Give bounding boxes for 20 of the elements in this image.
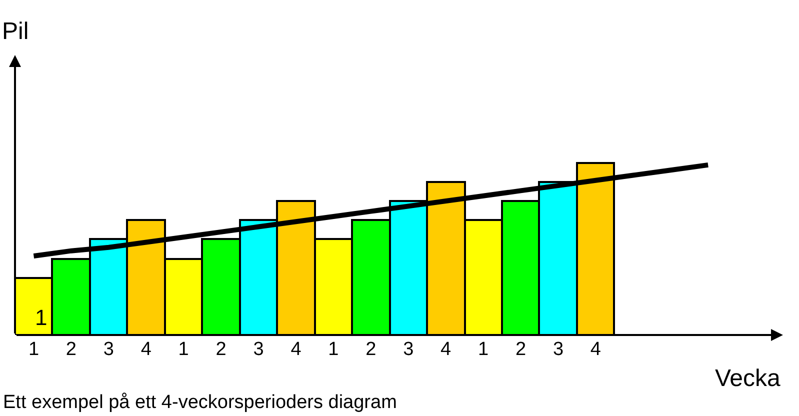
x-tick-label: 2 xyxy=(216,339,226,360)
x-tick-label: 2 xyxy=(366,339,376,360)
x-tick-label: 4 xyxy=(140,339,152,360)
x-tick-label: 2 xyxy=(515,339,526,360)
x-axis-title: Vecka xyxy=(715,365,782,392)
x-tick-label: 3 xyxy=(552,339,564,360)
x-tick-label: 3 xyxy=(103,339,114,360)
x-tick-label: 3 xyxy=(253,339,264,360)
y-axis-title: Pil xyxy=(2,18,29,45)
annotation: 1 xyxy=(35,305,48,330)
x-tick-label: 4 xyxy=(290,339,302,360)
x-tick-label: 3 xyxy=(403,339,414,360)
text: Ett exempel på ett 4-veckorsperioders diagram xyxy=(3,392,397,413)
x-tick-label: 1 xyxy=(478,339,489,360)
x-tick-label: 1 xyxy=(178,339,189,360)
x-tick-label: 1 xyxy=(28,339,40,360)
x-tick-label: 4 xyxy=(440,339,452,360)
x-tick-label: 2 xyxy=(66,339,76,360)
x-tick-label: 1 xyxy=(328,339,339,360)
x-tick-label: 4 xyxy=(590,339,602,360)
